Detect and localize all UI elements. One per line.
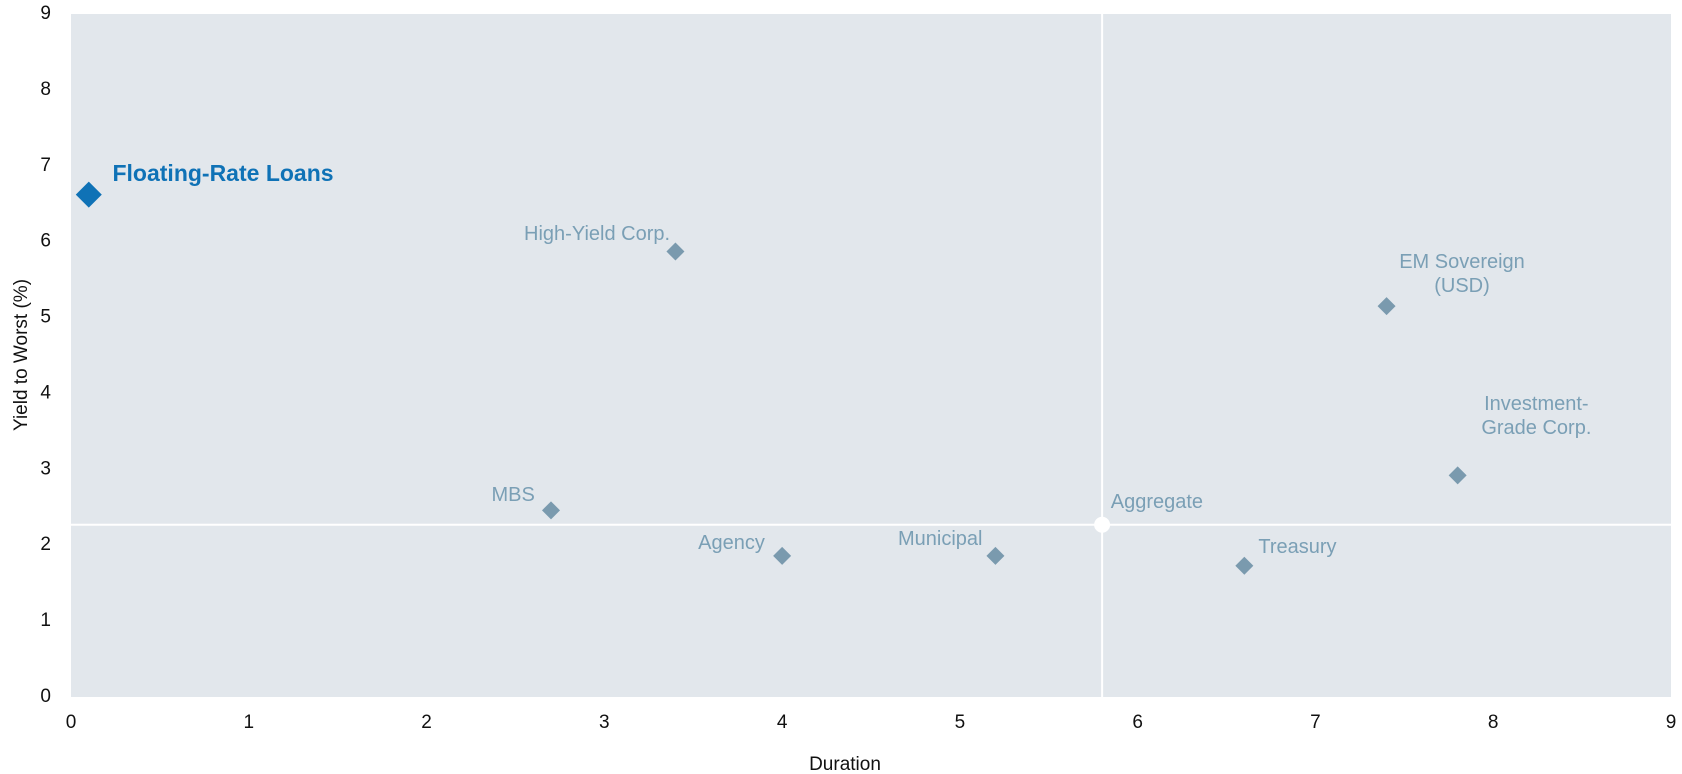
x-tick-label: 4 bbox=[777, 712, 788, 733]
data-point bbox=[1448, 466, 1467, 485]
point-label: Floating-Rate Loans bbox=[112, 160, 334, 187]
x-axis-title: Duration bbox=[809, 754, 881, 774]
data-point bbox=[542, 501, 560, 520]
data-point bbox=[986, 546, 1005, 565]
data-point bbox=[1377, 297, 1396, 316]
x-tick-label: 2 bbox=[421, 712, 432, 733]
x-tick-label: 8 bbox=[1488, 712, 1499, 733]
point-label: Treasury bbox=[1258, 536, 1337, 559]
point-label: EM Sovereign (USD) bbox=[1399, 250, 1525, 297]
y-tick-label: 9 bbox=[40, 3, 51, 24]
x-tick-label: 3 bbox=[599, 712, 610, 733]
data-point bbox=[773, 546, 792, 565]
x-tick-label: 6 bbox=[1132, 712, 1143, 733]
point-label: High-Yield Corp. bbox=[524, 223, 671, 246]
y-tick-label: 1 bbox=[40, 610, 51, 631]
x-tick-label: 5 bbox=[955, 712, 966, 733]
data-point bbox=[75, 181, 102, 208]
data-point bbox=[1235, 556, 1254, 575]
point-label: MBS bbox=[491, 484, 535, 507]
x-tick-label: 7 bbox=[1310, 712, 1321, 733]
aggregate-point bbox=[1094, 516, 1111, 533]
data-point bbox=[666, 242, 685, 261]
y-tick-label: 7 bbox=[40, 155, 51, 176]
y-tick-label: 5 bbox=[40, 307, 51, 328]
y-tick-label: 4 bbox=[40, 382, 51, 403]
point-label: Agency bbox=[698, 531, 765, 554]
y-axis-title: Yield to Worst (%) bbox=[11, 279, 32, 431]
point-label: Investment-Grade Corp. bbox=[1481, 392, 1592, 439]
y-tick-label: 6 bbox=[40, 231, 51, 252]
point-label: Municipal bbox=[898, 527, 983, 550]
x-tick-label: 9 bbox=[1666, 712, 1677, 733]
point-label: Aggregate bbox=[1110, 491, 1204, 514]
y-tick-label: 8 bbox=[40, 79, 51, 100]
x-tick-label: 0 bbox=[66, 712, 77, 733]
y-tick-label: 0 bbox=[40, 686, 51, 707]
y-tick-label: 3 bbox=[40, 458, 51, 479]
x-tick-label: 1 bbox=[243, 712, 254, 733]
y-tick-label: 2 bbox=[40, 534, 51, 555]
plot-area bbox=[71, 14, 1671, 697]
